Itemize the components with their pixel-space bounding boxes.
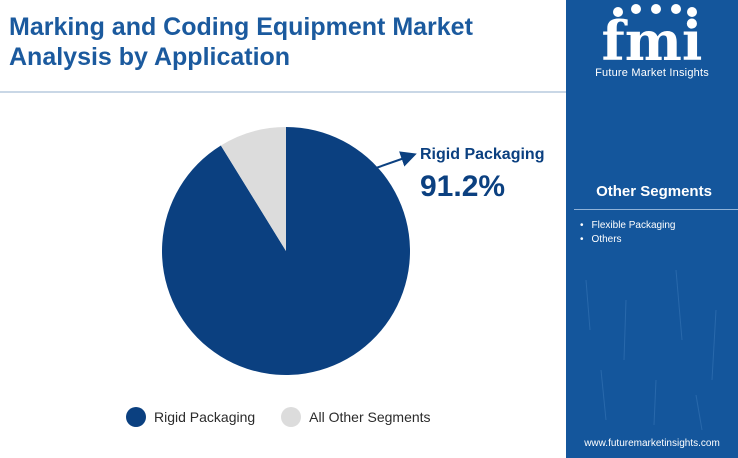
page-title: Marking and Coding Equipment Market Anal…: [9, 12, 559, 72]
segments-divider: [574, 209, 738, 210]
chart-legend: Rigid Packaging All Other Segments: [126, 404, 457, 430]
logo-text: fmi: [602, 9, 703, 73]
pie-slice-all-other-segments: [220, 127, 286, 251]
legend-swatch-other: [281, 407, 302, 427]
callout-arrow: [375, 151, 417, 169]
pie-chart: Rigid Packaging 91.2%: [161, 127, 544, 375]
segment-item: Flexible Packaging: [580, 219, 676, 233]
segments-list: Flexible Packaging Others: [580, 219, 676, 247]
sidebar-panel: fmi Future Market Insights Other Segment…: [566, 0, 738, 458]
sidebar-texture: [585, 269, 717, 431]
legend-item-rigid: Rigid Packaging: [126, 407, 255, 427]
callout-value: 91.2%: [420, 170, 505, 203]
callout-label: Rigid Packaging: [420, 146, 544, 163]
segments-title: Other Segments: [596, 183, 712, 200]
logo-caption: Future Market Insights: [595, 67, 709, 79]
legend-item-other: All Other Segments: [281, 407, 431, 427]
fmi-logo: fmi: [602, 4, 703, 73]
logo-icons: [613, 4, 697, 17]
segment-item: Others: [580, 233, 675, 247]
legend-label-rigid: Rigid Packaging: [154, 409, 256, 425]
legend-label-other: All Other Segments: [309, 409, 431, 425]
legend-swatch-rigid: [126, 407, 146, 427]
pie-slices: [161, 127, 411, 375]
title-divider: [0, 91, 566, 93]
footer-url: www.futuremarketinsights.com: [584, 438, 720, 449]
title-line-1: Marking and Coding Equipment Market: [9, 13, 473, 41]
title-line-2: Analysis by Application: [9, 43, 291, 71]
